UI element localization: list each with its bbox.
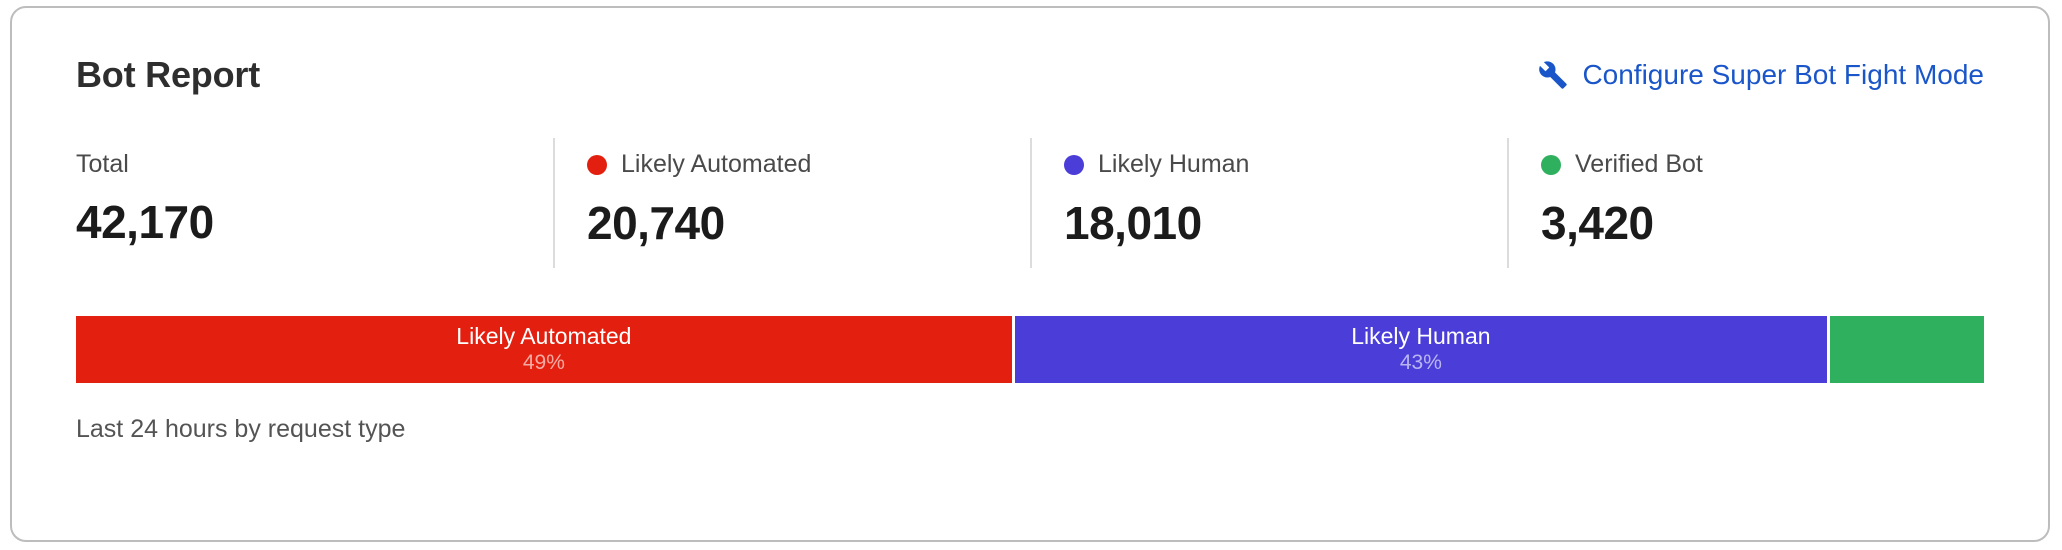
bar-segment-verified-bot [1829, 315, 1984, 383]
bar-segment-label: Likely Human [1351, 322, 1491, 349]
likely-automated-dot [587, 154, 607, 175]
stat-label: Verified Bot [1575, 150, 1703, 178]
stat-label: Likely Human [1098, 150, 1250, 178]
bot-report-card: Bot Report Configure Super Bot Fight Mod… [10, 6, 2050, 542]
stat-value: 18,010 [1064, 196, 1202, 249]
stat-likely-automated: Likely Automated 20,740 [553, 138, 1030, 268]
configure-super-bot-fight-mode-link[interactable]: Configure Super Bot Fight Mode [1538, 59, 1984, 91]
stat-verified-bot: Verified Bot 3,420 [1507, 138, 1984, 268]
likely-human-dot [1064, 154, 1084, 175]
bar-segment-label: Likely Automated [456, 322, 632, 349]
stacked-bar-chart: Likely Automated 49% Likely Human 43% [76, 315, 1984, 383]
stat-label: Likely Automated [621, 150, 812, 178]
stat-label: Total [76, 150, 129, 178]
stat-likely-human: Likely Human 18,010 [1030, 138, 1507, 268]
bar-segment-percent: 43% [1399, 351, 1442, 375]
bar-segment-likely-human: Likely Human 43% [1014, 315, 1827, 383]
page-title: Bot Report [76, 54, 260, 95]
stat-total: Total 42,170 [76, 138, 553, 268]
stat-value: 42,170 [76, 196, 214, 248]
stat-value: 20,740 [587, 196, 725, 249]
time-range-caption: Last 24 hours by request type [76, 414, 406, 443]
card-header: Bot Report Configure Super Bot Fight Mod… [76, 54, 1984, 96]
stats-row: Total 42,170 Likely Automated 20,740 Lik… [76, 138, 1984, 268]
bar-segment-percent: 49% [522, 351, 565, 375]
stat-value: 3,420 [1541, 196, 1654, 249]
bar-segment-likely-automated: Likely Automated 49% [76, 315, 1012, 383]
wrench-icon [1538, 60, 1568, 90]
verified-bot-dot [1541, 154, 1561, 175]
configure-link-label: Configure Super Bot Fight Mode [1582, 59, 1984, 90]
